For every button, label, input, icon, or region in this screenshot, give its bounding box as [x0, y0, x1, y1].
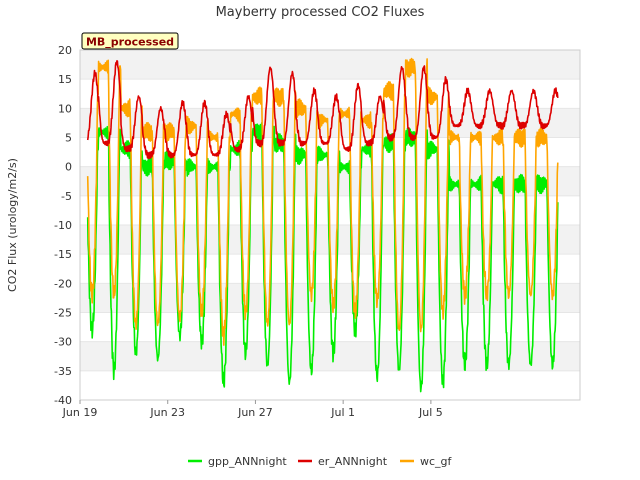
y-tick-label: -40: [54, 394, 72, 407]
x-tick-label: Jul 5: [418, 406, 443, 419]
y-tick-label: 0: [65, 161, 72, 174]
y-tick-label: -20: [54, 277, 72, 290]
y-tick-label: -10: [54, 219, 72, 232]
processed-badge: MB_processed: [81, 32, 179, 50]
series-line-er-annnight: [86, 60, 559, 160]
y-tick-label: -35: [54, 365, 72, 378]
grid-band: [80, 166, 580, 196]
badge-label: MB_processed: [86, 36, 174, 49]
y-tick-label: 15: [58, 73, 72, 86]
grid-band: [80, 50, 580, 80]
chart-title: Mayberry processed CO2 Fluxes: [216, 5, 425, 20]
y-tick-label: 5: [65, 132, 72, 145]
y-tick-label: 10: [58, 102, 72, 115]
x-axis-ticks: Jun 19 Jun 23 Jun 27 Jul 1 Jul 5: [62, 400, 443, 419]
y-axis-ticks: 20 15 10 5 0 -5 -10 -15 -20 -25 -30 -35 -40: [54, 44, 72, 407]
series-line-gpp-annnight: [86, 122, 559, 393]
badge-box: [81, 32, 179, 50]
y-tick-label: -25: [54, 307, 72, 320]
legend: gpp_ANNnight er_ANNnight wc_gf: [188, 455, 453, 468]
legend-label: wc_gf: [420, 455, 453, 468]
series-lines: [86, 57, 559, 393]
grid-band: [80, 341, 580, 371]
x-tick-label: Jul 1: [330, 406, 355, 419]
y-tick-label: -5: [61, 190, 72, 203]
y-tick-label: -15: [54, 248, 72, 261]
plot-area: [79, 49, 581, 401]
x-tick-label: Jun 27: [237, 406, 273, 419]
y-tick-label: 20: [58, 44, 72, 57]
y-axis-label: CO2 Flux (urology/m2/s): [6, 158, 19, 292]
y-tick-label: -30: [54, 336, 72, 349]
x-tick-label: Jun 23: [149, 406, 185, 419]
x-tick-label: Jun 19: [62, 406, 98, 419]
legend-label: er_ANNnight: [318, 455, 388, 468]
legend-label: gpp_ANNnight: [208, 455, 287, 468]
